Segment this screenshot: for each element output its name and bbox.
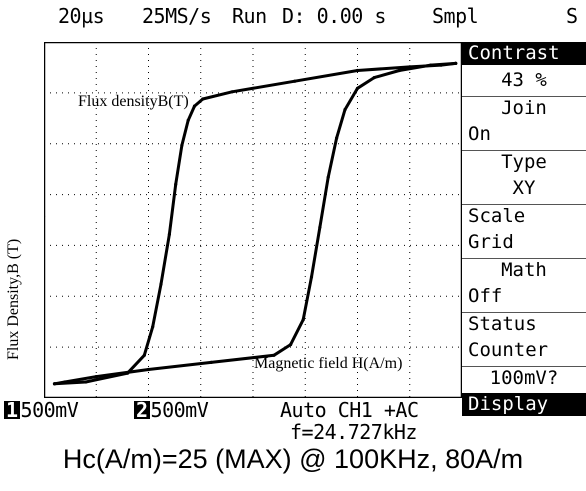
ch1-scale: 500mV xyxy=(20,398,79,422)
trace-point xyxy=(186,118,190,122)
menu-item-counter[interactable]: Counter xyxy=(468,339,549,361)
menu-item-contrast[interactable]: Contrast xyxy=(462,42,586,65)
trace-point xyxy=(429,63,433,67)
trace-point xyxy=(159,282,163,286)
menu-item-off[interactable]: Off xyxy=(468,285,503,307)
sample-rate-readout: 25MS/s xyxy=(142,4,212,28)
trace-point xyxy=(180,143,184,147)
xy-display: Flux densityB(T) Magnetic field H(A/m) P xyxy=(44,42,462,398)
trace-point xyxy=(397,68,401,73)
trace-point xyxy=(167,232,171,236)
ch2-marker: 2 xyxy=(134,398,150,422)
menu-item-scale[interactable]: Scale xyxy=(462,204,586,227)
trace-point xyxy=(335,136,339,140)
hysteresis-lower-branch xyxy=(53,61,458,386)
trace-point xyxy=(355,68,360,73)
frequency-readout: f=24.727kHz xyxy=(290,420,417,444)
trace-point xyxy=(272,353,276,357)
channel-position-marker: P xyxy=(44,212,46,225)
trigger-state: S xyxy=(566,4,578,28)
menu-item-43[interactable]: 43 % xyxy=(501,69,547,91)
caption: Hc(A/m)=25 (MAX) @ 100KHz, 80A/m xyxy=(62,444,524,474)
trigger-readout: Auto CH1 +AC xyxy=(280,398,419,422)
menu-item-on[interactable]: On xyxy=(468,123,491,145)
trace-point xyxy=(355,86,360,90)
menu-item-type[interactable]: Type xyxy=(462,150,586,173)
graticule-grid xyxy=(44,42,462,398)
trace-point xyxy=(318,225,322,229)
ch2-scale: 500mV xyxy=(150,398,209,422)
trace-point xyxy=(151,325,155,329)
trace-point xyxy=(63,380,67,384)
trace-point xyxy=(94,375,98,379)
menu-item-xy[interactable]: XY xyxy=(512,177,536,199)
ch1-marker: 1 xyxy=(4,398,20,422)
menu-item-math[interactable]: Math xyxy=(462,258,586,281)
trace-point xyxy=(289,343,293,347)
delay-readout: D: 0.00 s xyxy=(282,4,386,28)
menu-item-join[interactable]: Join xyxy=(462,96,586,119)
trace-point xyxy=(174,182,178,186)
trace-point xyxy=(230,90,234,94)
status-bar: 20µs 25MS/s Run D: 0.00 s Smpl S xyxy=(0,0,586,42)
hysteresis-upper-branch xyxy=(53,61,458,386)
flux-density-annotation: Flux densityB(T) xyxy=(78,93,189,110)
trace-point xyxy=(301,318,305,322)
trace-point xyxy=(293,79,297,83)
trace-point xyxy=(146,367,151,372)
menu-item-grid[interactable]: Grid xyxy=(468,231,514,253)
side-menu: Contrast 43 % Join On Type XY Scale Grid Math Off… xyxy=(462,42,586,420)
menu-item-status[interactable]: Status xyxy=(462,312,586,335)
trace-point xyxy=(343,108,347,112)
magnetic-field-annotation: Magnetic field H(A/m) xyxy=(254,355,402,372)
trace-point xyxy=(454,61,458,65)
trace-point xyxy=(209,360,213,364)
trace-point xyxy=(372,76,376,80)
trace-point xyxy=(326,175,330,179)
menu-item-100mv[interactable]: 100mV? xyxy=(462,366,586,389)
ch1-scale-readout: 1 500mV xyxy=(4,398,79,422)
trace-point xyxy=(201,97,205,101)
acquisition-mode: Smpl xyxy=(432,4,479,28)
trace-point xyxy=(84,380,88,384)
trace-point xyxy=(309,275,314,279)
trace-point xyxy=(192,104,197,108)
trace-point xyxy=(52,382,57,386)
timebase-readout: 20µs xyxy=(58,4,105,28)
hysteresis-loop xyxy=(52,61,458,386)
run-state: Run xyxy=(232,4,267,28)
y-axis-label: Flux Density,B (T) xyxy=(5,238,22,360)
trace-point xyxy=(142,353,146,357)
ch2-scale-readout: 2 500mV xyxy=(134,398,209,422)
menu-item-display[interactable]: Display xyxy=(462,393,586,416)
